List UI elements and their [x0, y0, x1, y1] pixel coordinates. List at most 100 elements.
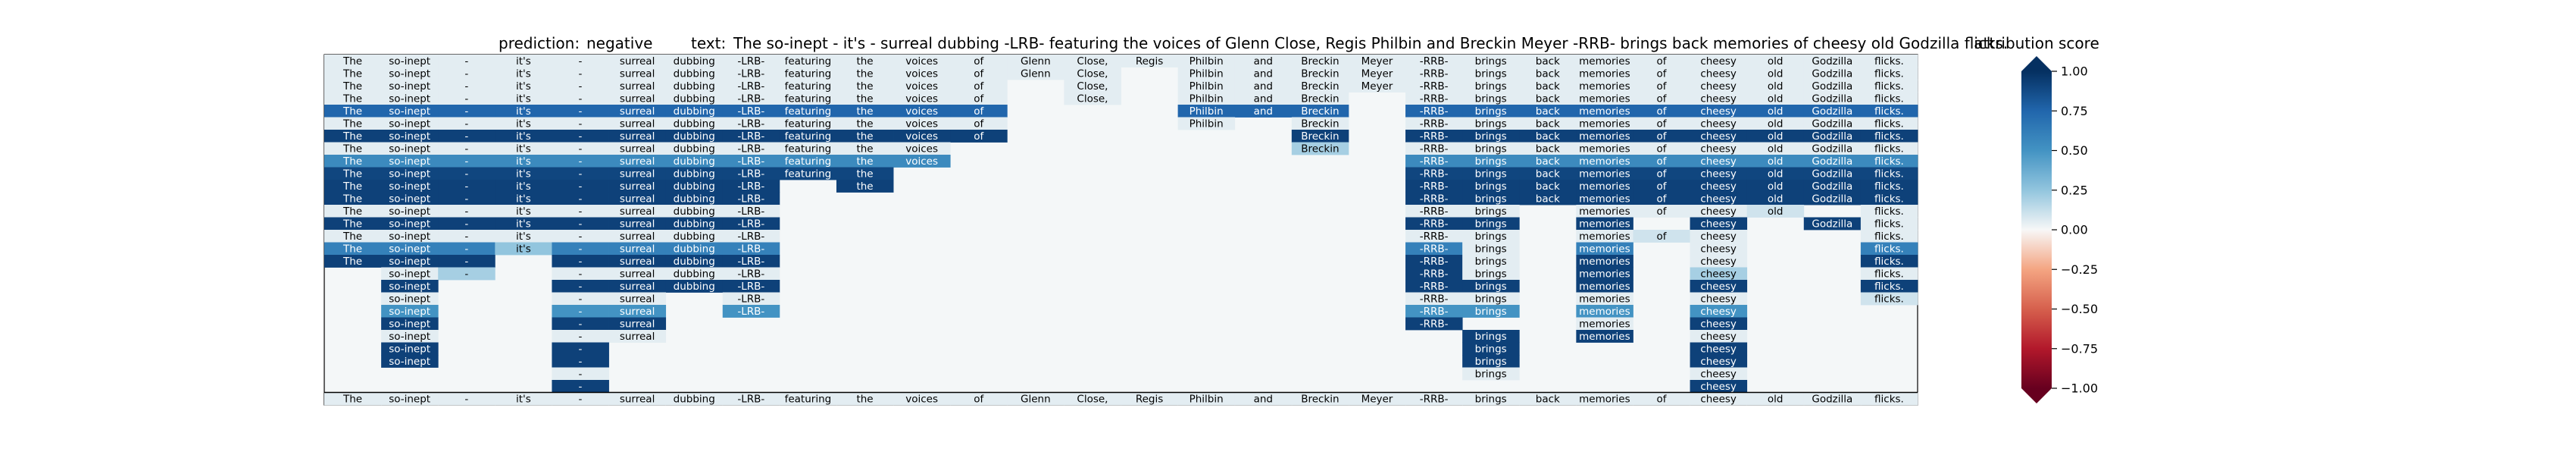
cell-token-label: cheesy [1700, 80, 1737, 93]
heatmap-cell [722, 117, 780, 130]
heatmap-cell [836, 55, 894, 67]
cell-token-label: cheesy [1700, 268, 1737, 280]
heatmap-cell [438, 255, 496, 268]
heatmap-cell [1462, 280, 1520, 293]
cell-token-label: it's [516, 231, 531, 243]
cell-token-label: Close, [1077, 67, 1108, 80]
colorbar-tick-label: −1.00 [2061, 381, 2098, 396]
cell-token-label: old [1768, 393, 1784, 405]
cell-token-label: brings [1475, 206, 1507, 218]
heatmap-cell [1462, 292, 1520, 306]
cell-token-label: - [579, 55, 583, 67]
cell-token-label: - [579, 356, 583, 368]
heatmap-cell [722, 230, 780, 243]
heatmap-cell [324, 130, 382, 143]
heatmap-cell [608, 217, 667, 231]
cell-token-label: - [579, 368, 583, 380]
heatmap-cell [1746, 205, 1805, 218]
heatmap-cell [1462, 55, 1520, 67]
heatmap-cell [608, 230, 667, 243]
cell-token-label: dubbing [674, 155, 715, 168]
heatmap-cell [1860, 242, 1918, 256]
heatmap-cell [1405, 242, 1463, 256]
heatmap-cell [665, 255, 724, 268]
heatmap-cell [893, 105, 951, 118]
cell-token-label: so-inept [389, 318, 430, 330]
cell-token-label: -RRB- [1420, 155, 1449, 168]
cell-token-label: brings [1475, 343, 1507, 355]
cell-token-label: -LRB- [737, 231, 764, 243]
cell-token-label: cheesy [1700, 356, 1737, 368]
cell-token-label: old [1768, 155, 1784, 168]
cell-token-label: flicks. [1874, 55, 1904, 67]
cell-token-label: -RRB- [1420, 268, 1449, 280]
cell-token-label: featuring [785, 155, 832, 168]
cell-token-label: brings [1475, 193, 1507, 205]
heatmap-cell [1690, 142, 1748, 155]
heatmap-cell [1860, 142, 1918, 155]
heatmap-cell [552, 392, 609, 406]
heatmap-cell [1860, 92, 1918, 105]
cell-token-label: Godzilla [1812, 105, 1852, 118]
heatmap-cell [608, 267, 667, 281]
heatmap-cell [1860, 280, 1918, 293]
heatmap-cell [836, 392, 894, 406]
heatmap-cell [1690, 230, 1748, 243]
cell-token-label: The [342, 218, 362, 230]
cell-token-label: featuring [785, 143, 832, 155]
heatmap-cell [1405, 80, 1463, 93]
heatmap-cell [1405, 155, 1463, 168]
heatmap-cell [1860, 205, 1918, 218]
heatmap-cell [1690, 305, 1748, 318]
cell-token-label: memories [1579, 118, 1630, 130]
cell-token-label: of [974, 393, 984, 405]
heatmap-cell [836, 130, 894, 143]
heatmap-cell [324, 55, 382, 67]
cell-token-label: The [342, 55, 362, 67]
cell-token-label: -RRB- [1420, 293, 1449, 305]
cell-token-label: cheesy [1700, 193, 1737, 205]
heatmap-cell [722, 80, 780, 93]
heatmap-cell [665, 167, 724, 180]
heatmap-cell [1462, 217, 1520, 231]
cell-token-label: Close, [1077, 393, 1108, 405]
heatmap-cell [1576, 92, 1633, 105]
cell-token-label: voices [905, 143, 938, 155]
heatmap-cell [1746, 180, 1805, 193]
heatmap-cell [552, 217, 609, 231]
cell-token-label: -LRB- [737, 55, 764, 67]
heatmap-cell [1576, 180, 1633, 193]
heatmap-cell [495, 117, 552, 130]
cell-token-label: of [974, 93, 984, 105]
cell-token-label: it's [516, 243, 531, 255]
heatmap-cell [1519, 192, 1577, 206]
heatmap-cell [722, 155, 780, 168]
heatmap-cell [1405, 255, 1463, 268]
heatmap-cell [324, 67, 382, 80]
heatmap-cell [1405, 67, 1463, 80]
heatmap-cell [438, 55, 496, 67]
heatmap-cell [552, 230, 609, 243]
heatmap-cell [1803, 117, 1862, 130]
cell-token-label: brings [1475, 93, 1507, 105]
cell-token-label: surreal [620, 130, 655, 143]
heatmap-cell [1064, 67, 1121, 80]
cell-token-label: -RRB- [1420, 193, 1449, 205]
heatmap-cell [552, 205, 609, 218]
heatmap-cell [552, 280, 609, 293]
cell-token-label: -RRB- [1420, 80, 1449, 93]
cell-token-label: -LRB- [737, 281, 764, 293]
heatmap-cell [893, 392, 951, 406]
heatmap-cell [836, 117, 894, 130]
cell-token-label: -LRB- [737, 206, 764, 218]
heatmap-cell [893, 130, 951, 143]
heatmap-cell [1746, 105, 1805, 118]
heatmap-cell [1803, 155, 1862, 168]
title-text-value: The so-inept - it's - surreal dubbing -L… [733, 34, 2008, 52]
cell-token-label: memories [1579, 80, 1630, 93]
heatmap-cell [836, 92, 894, 105]
heatmap-cell [552, 67, 609, 80]
cell-token-label: -RRB- [1420, 306, 1449, 318]
cell-token-label: cheesy [1700, 393, 1737, 405]
heatmap-cell [1405, 192, 1463, 206]
